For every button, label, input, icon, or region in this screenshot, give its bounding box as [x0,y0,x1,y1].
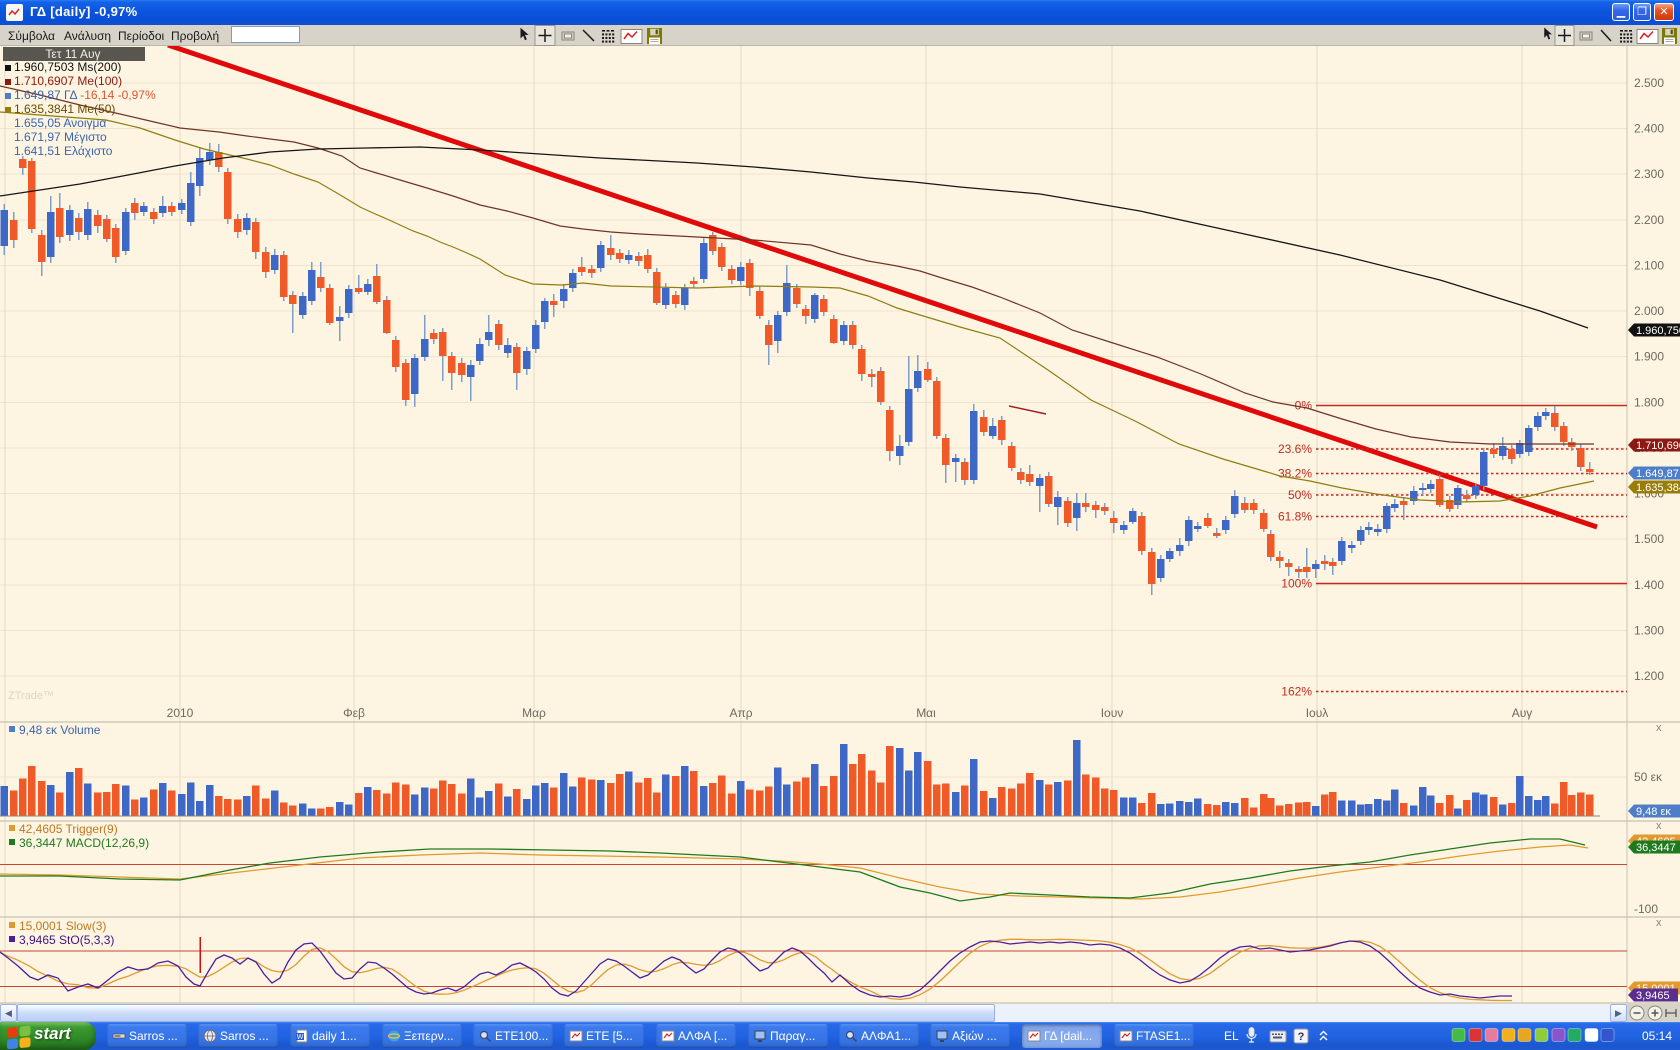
svg-text:x: x [1656,917,1662,929]
svg-text:1.710,6907 Me(100): 1.710,6907 Me(100) [14,74,122,88]
svg-text:1.710,690: 1.710,690 [1636,440,1680,452]
svg-text:Ιουν: Ιουν [1101,706,1124,720]
svg-text:?: ? [1298,1031,1305,1043]
svg-text:2.000: 2.000 [1634,304,1664,318]
svg-text:100%: 100% [1281,577,1312,591]
svg-text:1.960,7503 Ms(200): 1.960,7503 Ms(200) [14,60,121,74]
svg-text:1.900: 1.900 [1634,350,1664,364]
svg-text:1.960,750: 1.960,750 [1636,325,1680,337]
svg-text:162%: 162% [1281,685,1312,699]
svg-text:Τετ 11 Αυγ: Τετ 11 Αυγ [45,47,100,61]
svg-text:Αυγ: Αυγ [1512,706,1533,720]
svg-text:2.500: 2.500 [1634,76,1664,90]
svg-text:Μαι: Μαι [916,706,936,720]
svg-text:2.100: 2.100 [1634,259,1664,273]
svg-text:1.649,87 ΓΔ -16,14 -0,97%: 1.649,87 ΓΔ -16,14 -0,97% [14,88,156,102]
svg-text:1.655,05 Ανοιγμα: 1.655,05 Ανοιγμα [14,116,106,130]
svg-text:0%: 0% [1295,399,1313,413]
svg-text:1.671,97 Μέγιστο: 1.671,97 Μέγιστο [14,130,107,144]
svg-text:3,9465: 3,9465 [1636,990,1670,1002]
svg-text:36,3447 MACD(12,26,9): 36,3447 MACD(12,26,9) [19,836,149,850]
svg-text:36,3447: 36,3447 [1636,842,1676,854]
svg-text:2.300: 2.300 [1634,167,1664,181]
svg-text:Ιουλ: Ιουλ [1306,706,1329,720]
svg-text:x: x [1656,820,1662,832]
svg-text:15,0001 Slow(3): 15,0001 Slow(3) [19,919,106,933]
svg-text:23.6%: 23.6% [1278,442,1312,456]
svg-text:42,4605 Trigger(9): 42,4605 Trigger(9) [19,822,118,836]
svg-text:9,48 εκ: 9,48 εκ [1636,806,1671,818]
svg-text:Φεβ: Φεβ [343,706,365,720]
svg-text:50%: 50% [1288,488,1312,502]
svg-text:2010: 2010 [167,706,194,720]
svg-text:Μαρ: Μαρ [522,706,546,720]
svg-text:x: x [1656,722,1662,734]
svg-text:2.400: 2.400 [1634,122,1664,136]
svg-text:61.8%: 61.8% [1278,510,1312,524]
svg-text:2.200: 2.200 [1634,213,1664,227]
svg-text:W: W [297,1034,304,1041]
svg-text:1.635,384: 1.635,384 [1636,482,1680,494]
svg-text:ZTrade™: ZTrade™ [8,690,54,702]
svg-text:1.200: 1.200 [1634,669,1664,683]
svg-text:-100: -100 [1634,902,1658,916]
svg-text:9,48 εκ Volume: 9,48 εκ Volume [19,723,101,737]
svg-text:1.649,87: 1.649,87 [1636,468,1679,480]
svg-text:50 εκ: 50 εκ [1634,770,1663,784]
svg-text:3,9465 StO(5,3,3): 3,9465 StO(5,3,3) [19,933,114,947]
svg-text:1.800: 1.800 [1634,395,1664,409]
svg-text:1.641,51 Ελάχιστο: 1.641,51 Ελάχιστο [14,144,113,158]
svg-text:1.635,3841 Me(50): 1.635,3841 Me(50) [14,102,115,116]
svg-text:1.300: 1.300 [1634,623,1664,637]
svg-text:1.400: 1.400 [1634,578,1664,592]
svg-text:Απρ: Απρ [729,706,752,720]
svg-text:1.500: 1.500 [1634,532,1664,546]
